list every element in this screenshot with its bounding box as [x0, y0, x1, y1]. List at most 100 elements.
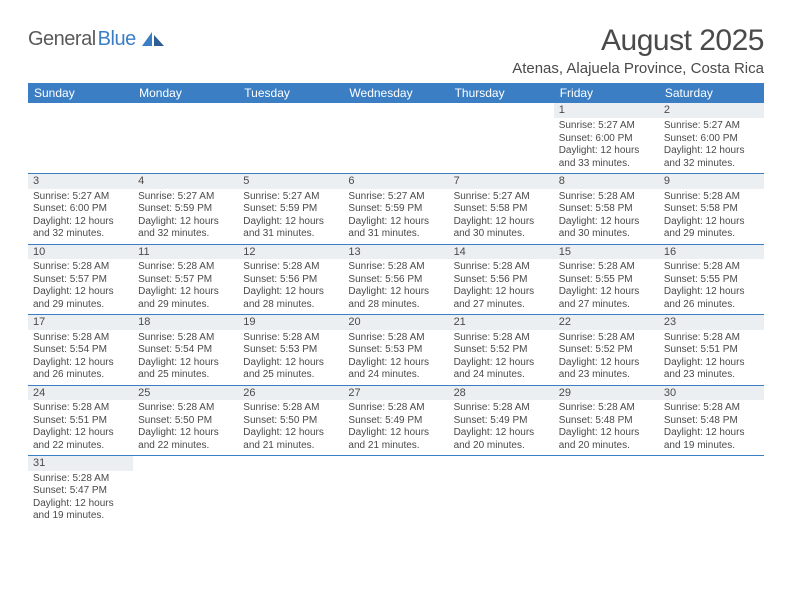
day-number-cell — [449, 456, 554, 471]
day-detail-cell — [133, 471, 238, 526]
weekday-header: Friday — [554, 83, 659, 103]
day-detail-cell: Sunrise: 5:28 AMSunset: 5:55 PMDaylight:… — [659, 259, 764, 315]
day-number-cell: 10 — [28, 244, 133, 259]
day-number-cell: 26 — [238, 385, 343, 400]
day-number-cell: 27 — [343, 385, 448, 400]
day-detail-cell: Sunrise: 5:28 AMSunset: 5:47 PMDaylight:… — [28, 471, 133, 526]
day-number-cell — [238, 103, 343, 118]
day-number-cell — [449, 103, 554, 118]
day-detail-cell: Sunrise: 5:28 AMSunset: 5:56 PMDaylight:… — [343, 259, 448, 315]
brand-name-1: General — [28, 28, 96, 51]
day-detail-cell — [449, 471, 554, 526]
header: GeneralBlue August 2025 Atenas, Alajuela… — [28, 24, 764, 77]
day-number-cell: 17 — [28, 315, 133, 330]
weekday-header: Thursday — [449, 83, 554, 103]
day-number-cell: 21 — [449, 315, 554, 330]
calendar-head: SundayMondayTuesdayWednesdayThursdayFrid… — [28, 83, 764, 103]
day-detail-cell: Sunrise: 5:28 AMSunset: 5:48 PMDaylight:… — [659, 400, 764, 456]
day-detail-cell: Sunrise: 5:28 AMSunset: 5:56 PMDaylight:… — [238, 259, 343, 315]
day-number-cell: 28 — [449, 385, 554, 400]
day-detail-cell: Sunrise: 5:28 AMSunset: 5:53 PMDaylight:… — [343, 330, 448, 386]
day-number-cell: 20 — [343, 315, 448, 330]
day-detail-cell: Sunrise: 5:28 AMSunset: 5:54 PMDaylight:… — [28, 330, 133, 386]
day-detail-cell: Sunrise: 5:28 AMSunset: 5:56 PMDaylight:… — [449, 259, 554, 315]
day-number-cell: 14 — [449, 244, 554, 259]
day-detail-cell: Sunrise: 5:28 AMSunset: 5:55 PMDaylight:… — [554, 259, 659, 315]
day-detail-cell: Sunrise: 5:28 AMSunset: 5:51 PMDaylight:… — [659, 330, 764, 386]
weekday-header: Monday — [133, 83, 238, 103]
day-number-cell: 31 — [28, 456, 133, 471]
day-detail-cell: Sunrise: 5:27 AMSunset: 5:59 PMDaylight:… — [343, 189, 448, 245]
title-block: August 2025 Atenas, Alajuela Province, C… — [512, 24, 764, 77]
weekday-header: Saturday — [659, 83, 764, 103]
day-detail-cell: Sunrise: 5:27 AMSunset: 6:00 PMDaylight:… — [28, 189, 133, 245]
day-number-cell: 1 — [554, 103, 659, 118]
sail-icon — [140, 30, 166, 48]
day-number-cell: 6 — [343, 174, 448, 189]
day-number-cell: 3 — [28, 174, 133, 189]
brand-logo: GeneralBlue — [28, 24, 166, 51]
day-detail-cell: Sunrise: 5:28 AMSunset: 5:50 PMDaylight:… — [133, 400, 238, 456]
day-number-cell — [343, 456, 448, 471]
day-detail-cell: Sunrise: 5:28 AMSunset: 5:53 PMDaylight:… — [238, 330, 343, 386]
day-number-cell — [133, 103, 238, 118]
day-detail-cell: Sunrise: 5:28 AMSunset: 5:58 PMDaylight:… — [554, 189, 659, 245]
day-number-cell: 13 — [343, 244, 448, 259]
day-number-cell: 5 — [238, 174, 343, 189]
day-detail-cell: Sunrise: 5:28 AMSunset: 5:51 PMDaylight:… — [28, 400, 133, 456]
day-number-cell: 9 — [659, 174, 764, 189]
day-number-cell: 30 — [659, 385, 764, 400]
day-detail-cell: Sunrise: 5:28 AMSunset: 5:48 PMDaylight:… — [554, 400, 659, 456]
day-number-cell — [28, 103, 133, 118]
day-number-cell: 16 — [659, 244, 764, 259]
day-detail-cell — [133, 118, 238, 174]
day-number-cell: 23 — [659, 315, 764, 330]
day-number-cell: 18 — [133, 315, 238, 330]
day-number-cell: 22 — [554, 315, 659, 330]
day-detail-cell — [554, 471, 659, 526]
weekday-header: Wednesday — [343, 83, 448, 103]
day-number-cell: 15 — [554, 244, 659, 259]
day-number-cell: 24 — [28, 385, 133, 400]
day-detail-cell: Sunrise: 5:28 AMSunset: 5:57 PMDaylight:… — [133, 259, 238, 315]
day-detail-cell: Sunrise: 5:28 AMSunset: 5:54 PMDaylight:… — [133, 330, 238, 386]
day-detail-cell: Sunrise: 5:28 AMSunset: 5:50 PMDaylight:… — [238, 400, 343, 456]
day-number-cell: 12 — [238, 244, 343, 259]
day-detail-cell: Sunrise: 5:28 AMSunset: 5:57 PMDaylight:… — [28, 259, 133, 315]
day-number-cell: 25 — [133, 385, 238, 400]
day-detail-cell — [238, 471, 343, 526]
day-number-cell — [554, 456, 659, 471]
calendar-table: SundayMondayTuesdayWednesdayThursdayFrid… — [28, 83, 764, 526]
day-detail-cell: Sunrise: 5:28 AMSunset: 5:52 PMDaylight:… — [449, 330, 554, 386]
calendar-body: 12Sunrise: 5:27 AMSunset: 6:00 PMDayligh… — [28, 103, 764, 526]
day-detail-cell: Sunrise: 5:28 AMSunset: 5:52 PMDaylight:… — [554, 330, 659, 386]
day-detail-cell: Sunrise: 5:27 AMSunset: 5:59 PMDaylight:… — [238, 189, 343, 245]
calendar-page: GeneralBlue August 2025 Atenas, Alajuela… — [0, 0, 792, 550]
day-detail-cell — [343, 471, 448, 526]
day-number-cell: 2 — [659, 103, 764, 118]
weekday-header: Tuesday — [238, 83, 343, 103]
day-number-cell — [659, 456, 764, 471]
day-number-cell — [238, 456, 343, 471]
day-number-cell: 11 — [133, 244, 238, 259]
location-text: Atenas, Alajuela Province, Costa Rica — [512, 60, 764, 77]
day-detail-cell: Sunrise: 5:27 AMSunset: 6:00 PMDaylight:… — [659, 118, 764, 174]
day-detail-cell: Sunrise: 5:27 AMSunset: 5:58 PMDaylight:… — [449, 189, 554, 245]
day-detail-cell — [238, 118, 343, 174]
day-number-cell: 29 — [554, 385, 659, 400]
day-detail-cell — [659, 471, 764, 526]
day-detail-cell: Sunrise: 5:28 AMSunset: 5:58 PMDaylight:… — [659, 189, 764, 245]
day-detail-cell: Sunrise: 5:28 AMSunset: 5:49 PMDaylight:… — [343, 400, 448, 456]
day-detail-cell — [343, 118, 448, 174]
weekday-header: Sunday — [28, 83, 133, 103]
day-number-cell: 4 — [133, 174, 238, 189]
day-number-cell: 19 — [238, 315, 343, 330]
day-number-cell: 8 — [554, 174, 659, 189]
day-detail-cell — [28, 118, 133, 174]
day-detail-cell: Sunrise: 5:27 AMSunset: 6:00 PMDaylight:… — [554, 118, 659, 174]
month-title: August 2025 — [512, 24, 764, 58]
day-number-cell: 7 — [449, 174, 554, 189]
day-detail-cell — [449, 118, 554, 174]
day-number-cell — [343, 103, 448, 118]
day-number-cell — [133, 456, 238, 471]
